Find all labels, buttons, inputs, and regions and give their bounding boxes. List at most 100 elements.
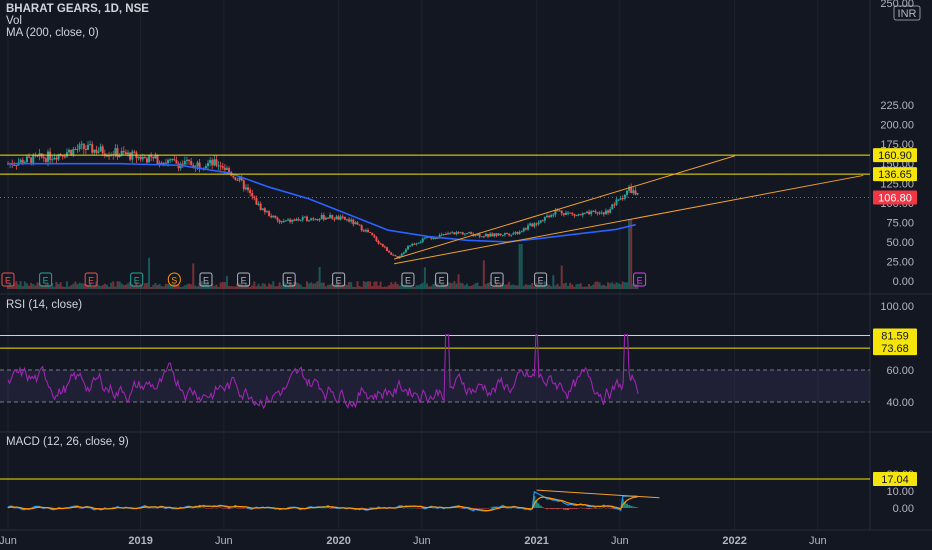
volume-bar	[270, 284, 273, 289]
macd-hist-bar	[160, 507, 163, 508]
macd-hist-bar	[628, 504, 631, 508]
volume-bar	[428, 286, 431, 289]
rsi-legend[interactable]: RSI (14, close)	[6, 299, 82, 311]
time-axis[interactable]: Jun 2019 Jun 2020 Jun 2021 Jun 2022 Jun	[0, 535, 827, 547]
volume-bar	[588, 284, 591, 289]
price-axis[interactable]: 225.00200.00175.00150.00125.00100.0075.0…	[880, 0, 914, 515]
macd-hist-bar	[362, 508, 365, 509]
candle-body	[156, 155, 159, 165]
earnings-marker-frame	[490, 272, 504, 287]
candle-body	[124, 152, 127, 155]
macd-hist-bar	[244, 508, 247, 509]
candle-body	[459, 232, 462, 234]
macd-hist-bar	[15, 507, 18, 509]
ma-200-line	[8, 162, 636, 243]
candle-body	[518, 232, 521, 234]
macd-hist-bar	[411, 507, 414, 509]
candle-body	[219, 165, 222, 167]
macd-hist-bar	[575, 508, 578, 509]
candle-body	[284, 220, 287, 222]
candle-body	[442, 233, 445, 235]
volume-bar	[230, 286, 233, 289]
candle-body	[181, 163, 184, 165]
volume-bar	[13, 283, 16, 289]
candle-body	[432, 238, 435, 240]
volume-bar	[385, 286, 388, 289]
volume-bar	[461, 283, 464, 289]
volume-bar	[236, 283, 239, 289]
volume-bar	[480, 286, 483, 289]
macd-hist-bar	[514, 507, 517, 509]
macd-hist-bar	[238, 508, 241, 509]
candle-body	[453, 232, 456, 235]
volume-bar	[594, 281, 597, 289]
volume-bar	[183, 285, 186, 289]
macd-hist-bar	[99, 508, 102, 509]
candle-body	[465, 233, 468, 235]
candle-body	[592, 210, 595, 212]
macd-hist-bar	[402, 507, 405, 509]
candle-body	[78, 144, 81, 150]
volume-bar	[297, 283, 300, 289]
candle-body	[316, 219, 319, 221]
volume-bar	[383, 286, 386, 289]
volume-bar	[484, 284, 487, 289]
candle-body	[293, 219, 296, 221]
macd-hist-bar	[40, 508, 43, 509]
candle-body	[505, 233, 508, 235]
macd-hist-bar	[84, 507, 87, 508]
volume-bar	[360, 286, 363, 289]
volume-bar	[617, 283, 620, 289]
candle-body	[348, 219, 351, 222]
candle-body	[268, 211, 271, 217]
candle-body	[295, 219, 298, 221]
macd-hist-bar	[543, 508, 546, 509]
candle-body	[362, 230, 365, 232]
currency-badge[interactable]	[893, 5, 921, 21]
earnings-marker: E	[538, 276, 544, 286]
time-tick: Jun	[413, 535, 431, 547]
volume-bar	[198, 283, 201, 289]
candle-body	[198, 162, 201, 169]
volume-bar	[423, 267, 426, 289]
macd-hist-bar	[537, 503, 540, 508]
volume-bar	[600, 285, 603, 289]
macd-hist-bar	[318, 507, 321, 509]
candle-body	[51, 159, 54, 161]
volume-bar	[78, 282, 81, 289]
volume-bar	[444, 284, 447, 289]
macd-tick: 0.00	[893, 503, 914, 515]
candle-body	[617, 199, 620, 201]
volume-bar	[573, 286, 576, 289]
macd-hist-bar	[314, 507, 317, 509]
candle-body	[404, 249, 407, 253]
volume-bar	[533, 286, 536, 289]
vol-legend[interactable]: Vol	[6, 15, 22, 27]
candle-body	[381, 243, 384, 247]
volume-bar	[70, 285, 73, 289]
candle-body	[436, 237, 439, 239]
volume-bar	[158, 283, 161, 289]
macd-legend[interactable]: MACD (12, 26, close, 9)	[6, 436, 129, 448]
price-tick: 200.00	[880, 120, 914, 132]
macd-hist-bar	[322, 507, 325, 509]
macd-hist-bar	[200, 507, 203, 509]
macd-hist-bar	[404, 507, 407, 508]
candle-body	[560, 210, 563, 214]
candle-body	[232, 175, 235, 178]
volume-bar	[190, 284, 193, 289]
candle-body	[236, 179, 239, 181]
candle-body	[571, 213, 574, 215]
candle-body	[417, 242, 420, 244]
volume-bar	[209, 286, 212, 289]
volume-bar	[251, 285, 254, 289]
candle-body	[32, 154, 35, 164]
macd-hist-bar	[236, 508, 239, 509]
macd-hist-bar	[592, 508, 595, 509]
candle-body	[221, 166, 224, 168]
symbol-title[interactable]: BHARAT GEARS, 1D, NSE	[6, 3, 149, 15]
ma-legend[interactable]: MA (200, close, 0)	[6, 27, 99, 39]
macd-hist-bar	[413, 507, 416, 509]
